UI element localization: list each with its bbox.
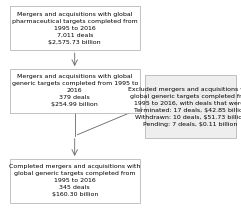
- Text: Mergers and acquisitions with global
generic targets completed from 1995 to
2016: Mergers and acquisitions with global gen…: [12, 74, 138, 107]
- Text: Completed mergers and acquisitions with
global generic targets completed from
19: Completed mergers and acquisitions with …: [9, 164, 141, 197]
- FancyBboxPatch shape: [10, 6, 140, 50]
- Text: Mergers and acquisitions with global
pharmaceutical targets completed from
1995 : Mergers and acquisitions with global pha…: [12, 12, 138, 45]
- FancyBboxPatch shape: [10, 159, 140, 203]
- FancyBboxPatch shape: [145, 75, 236, 138]
- Text: Excluded mergers and acquisitions with
global generic targets completed from
199: Excluded mergers and acquisitions with g…: [127, 87, 241, 127]
- FancyBboxPatch shape: [10, 69, 140, 113]
